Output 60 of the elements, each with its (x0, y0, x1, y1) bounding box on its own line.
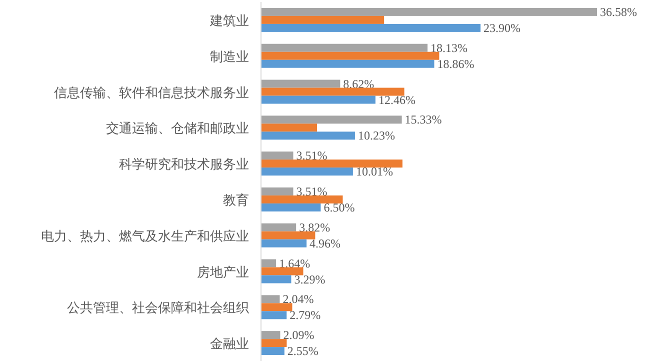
y-tick-label: 信息传输、软件和信息技术服务业 (54, 84, 249, 100)
bar (261, 16, 384, 24)
data-label: 4.96% (310, 236, 341, 250)
bar (261, 347, 284, 356)
data-label: 23.90% (484, 20, 521, 35)
data-label: 18.13% (430, 40, 468, 55)
data-label: 2.09% (283, 328, 314, 342)
y-tick-label: 电力、热力、燃气及水生产和供应业 (41, 228, 249, 244)
y-tick-label: 金融业 (210, 336, 249, 352)
data-label: 10.23% (358, 128, 395, 143)
data-label: 3.51% (296, 148, 328, 163)
bar (261, 160, 402, 168)
y-tick-label: 教育 (223, 192, 249, 208)
data-label: 6.50% (324, 200, 355, 214)
data-label: 15.33% (404, 112, 442, 127)
bar (261, 152, 294, 160)
bar (261, 203, 321, 212)
y-tick-label: 交通运输、仓储和邮政业 (106, 120, 249, 136)
data-label: 3.82% (299, 220, 330, 234)
bar (261, 275, 292, 284)
bar (261, 223, 296, 232)
bar (261, 124, 318, 132)
bar (261, 267, 304, 276)
data-label: 18.86% (437, 56, 474, 71)
y-tick-label: 建筑业 (209, 12, 249, 28)
bar (261, 303, 292, 312)
bar (261, 88, 404, 96)
y-tick-label: 制造业 (210, 48, 249, 64)
y-tick-label: 科学研究和技术服务业 (119, 156, 249, 172)
bar (261, 8, 597, 16)
bar (261, 259, 276, 268)
y-tick-label: 房地产业 (197, 264, 249, 280)
bar (261, 132, 355, 140)
data-label: 3.29% (294, 272, 326, 286)
data-label: 2.79% (290, 308, 321, 322)
bar (261, 80, 340, 88)
bar (261, 52, 440, 60)
bar (261, 331, 280, 340)
bar (261, 239, 307, 248)
data-label: 12.46% (378, 92, 416, 107)
data-label: 3.51% (296, 184, 328, 198)
bar (261, 339, 287, 348)
data-label: 36.58% (600, 4, 637, 19)
bar (261, 187, 294, 196)
data-label: 1.64% (279, 256, 310, 270)
data-label: 2.04% (282, 292, 314, 306)
bar (261, 60, 434, 68)
bar (261, 96, 376, 104)
data-label: 8.62% (343, 76, 374, 91)
bar (261, 116, 402, 124)
bar (261, 311, 287, 320)
bar (261, 44, 428, 52)
y-tick-label: 公共管理、社会保障和社会组织 (67, 300, 249, 316)
bar (261, 231, 316, 240)
bar (261, 295, 280, 304)
bar (261, 24, 481, 32)
bar (261, 195, 343, 204)
data-label: 10.01% (356, 164, 393, 179)
bar (261, 168, 353, 176)
data-label: 2.55% (287, 344, 318, 358)
